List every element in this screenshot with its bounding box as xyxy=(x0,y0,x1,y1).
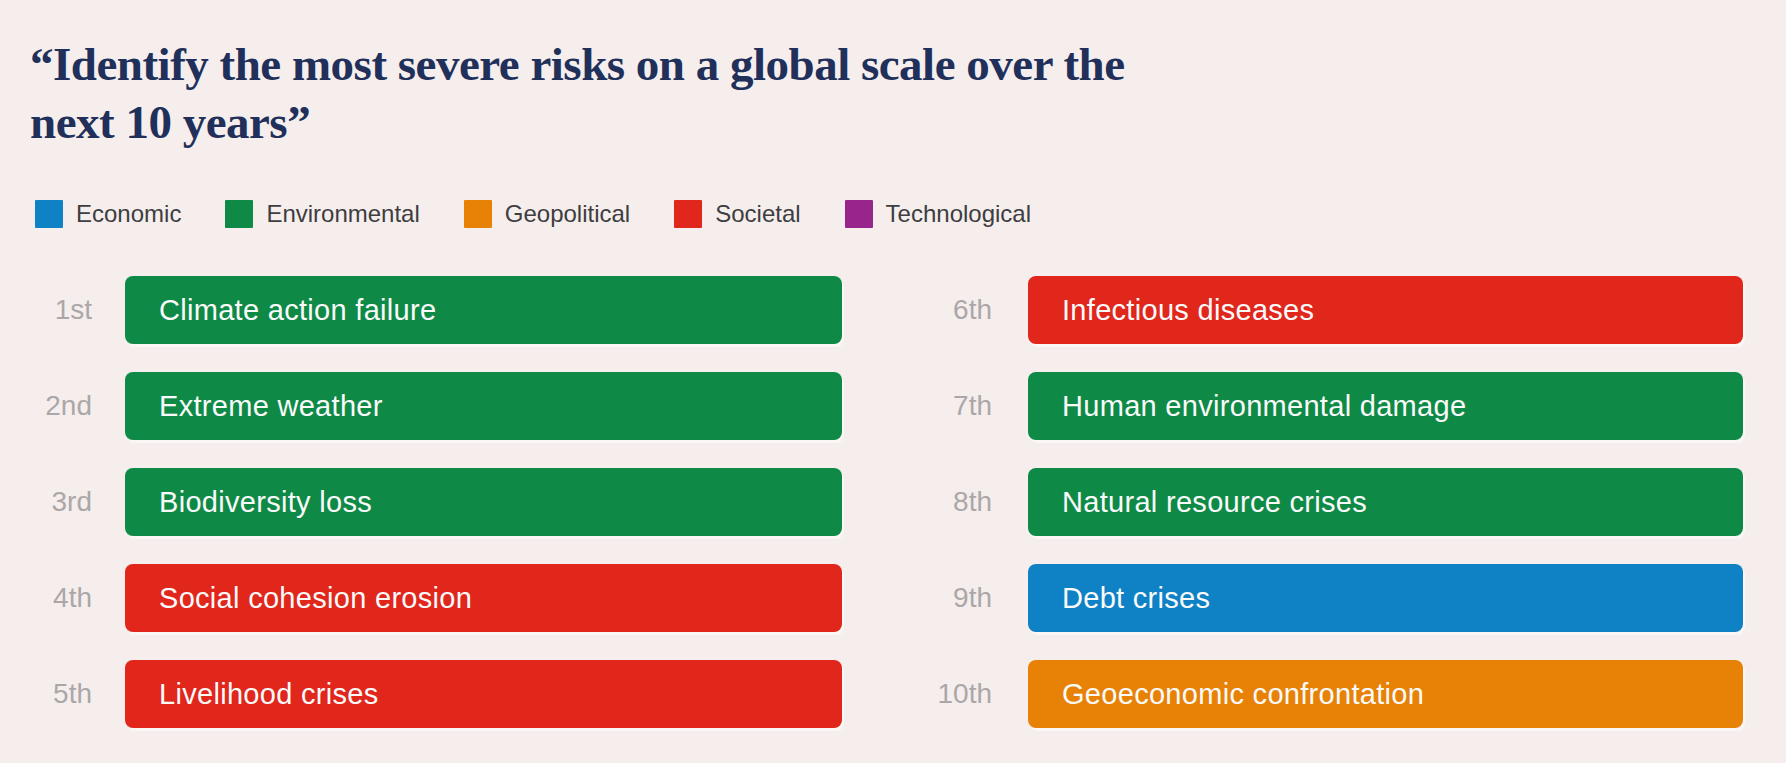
page-title-line1: “Identify the most severe risks on a glo… xyxy=(30,35,1630,93)
rank-label-4: 4th xyxy=(0,564,92,632)
legend-label-economic: Economic xyxy=(76,200,181,228)
legend-label-geopolitical: Geopolitical xyxy=(505,200,630,228)
risk-bar-social-cohesion-erosion: Social cohesion erosion xyxy=(125,564,842,632)
risk-row-8: 8th Natural resource crises xyxy=(920,468,1743,564)
risk-bar-label: Debt crises xyxy=(1028,582,1210,615)
legend-item-geopolitical: Geopolitical xyxy=(464,200,630,228)
risk-row-9: 9th Debt crises xyxy=(920,564,1743,660)
risks-chart-page: “Identify the most severe risks on a glo… xyxy=(0,0,1786,763)
legend-item-economic: Economic xyxy=(35,200,181,228)
risk-bar-label: Extreme weather xyxy=(125,390,383,423)
risk-row-7: 7th Human environmental damage xyxy=(920,372,1743,468)
risk-bar-label: Geoeconomic confrontation xyxy=(1028,678,1424,711)
risk-bar-debt-crises: Debt crises xyxy=(1028,564,1743,632)
legend-item-technological: Technological xyxy=(845,200,1031,228)
rank-label-7: 7th xyxy=(920,372,992,440)
risk-bar-label: Natural resource crises xyxy=(1028,486,1367,519)
rank-label-1: 1st xyxy=(0,276,92,344)
rank-label-8: 8th xyxy=(920,468,992,536)
risk-bar-infectious-diseases: Infectious diseases xyxy=(1028,276,1743,344)
rank-label-10: 10th xyxy=(920,660,992,728)
legend-swatch-economic xyxy=(35,200,63,228)
risk-bar-label: Biodiversity loss xyxy=(125,486,372,519)
rank-label-9: 9th xyxy=(920,564,992,632)
risk-bar-human-environmental-damage: Human environmental damage xyxy=(1028,372,1743,440)
risk-bar-label: Infectious diseases xyxy=(1028,294,1314,327)
rank-label-5: 5th xyxy=(0,660,92,728)
ranking-column-right: 6th Infectious diseases 7th Human enviro… xyxy=(920,276,1743,756)
page-title: “Identify the most severe risks on a glo… xyxy=(30,35,1630,151)
rank-label-2: 2nd xyxy=(0,372,92,440)
legend-label-environmental: Environmental xyxy=(266,200,419,228)
risk-bar-climate-action-failure: Climate action failure xyxy=(125,276,842,344)
risk-row-4: 4th Social cohesion erosion xyxy=(0,564,842,660)
risk-bar-label: Climate action failure xyxy=(125,294,436,327)
page-title-line2: next 10 years” xyxy=(30,93,1630,151)
legend-item-environmental: Environmental xyxy=(225,200,419,228)
legend-label-technological: Technological xyxy=(886,200,1031,228)
legend-swatch-technological xyxy=(845,200,873,228)
category-legend: Economic Environmental Geopolitical Soci… xyxy=(35,200,1075,228)
risk-row-2: 2nd Extreme weather xyxy=(0,372,842,468)
legend-item-societal: Societal xyxy=(674,200,800,228)
risk-row-6: 6th Infectious diseases xyxy=(920,276,1743,372)
rank-label-3: 3rd xyxy=(0,468,92,536)
rank-label-6: 6th xyxy=(920,276,992,344)
legend-swatch-societal xyxy=(674,200,702,228)
risk-bar-extreme-weather: Extreme weather xyxy=(125,372,842,440)
risk-bar-label: Human environmental damage xyxy=(1028,390,1466,423)
risk-bar-label: Social cohesion erosion xyxy=(125,582,472,615)
legend-label-societal: Societal xyxy=(715,200,800,228)
risk-bar-label: Livelihood crises xyxy=(125,678,379,711)
risk-row-5: 5th Livelihood crises xyxy=(0,660,842,756)
risk-row-1: 1st Climate action failure xyxy=(0,276,842,372)
risk-bar-natural-resource-crises: Natural resource crises xyxy=(1028,468,1743,536)
legend-swatch-geopolitical xyxy=(464,200,492,228)
legend-swatch-environmental xyxy=(225,200,253,228)
risk-bar-livelihood-crises: Livelihood crises xyxy=(125,660,842,728)
risk-row-3: 3rd Biodiversity loss xyxy=(0,468,842,564)
risk-bar-biodiversity-loss: Biodiversity loss xyxy=(125,468,842,536)
risk-row-10: 10th Geoeconomic confrontation xyxy=(920,660,1743,756)
ranking-column-left: 1st Climate action failure 2nd Extreme w… xyxy=(0,276,842,756)
risk-bar-geoeconomic-confrontation: Geoeconomic confrontation xyxy=(1028,660,1743,728)
